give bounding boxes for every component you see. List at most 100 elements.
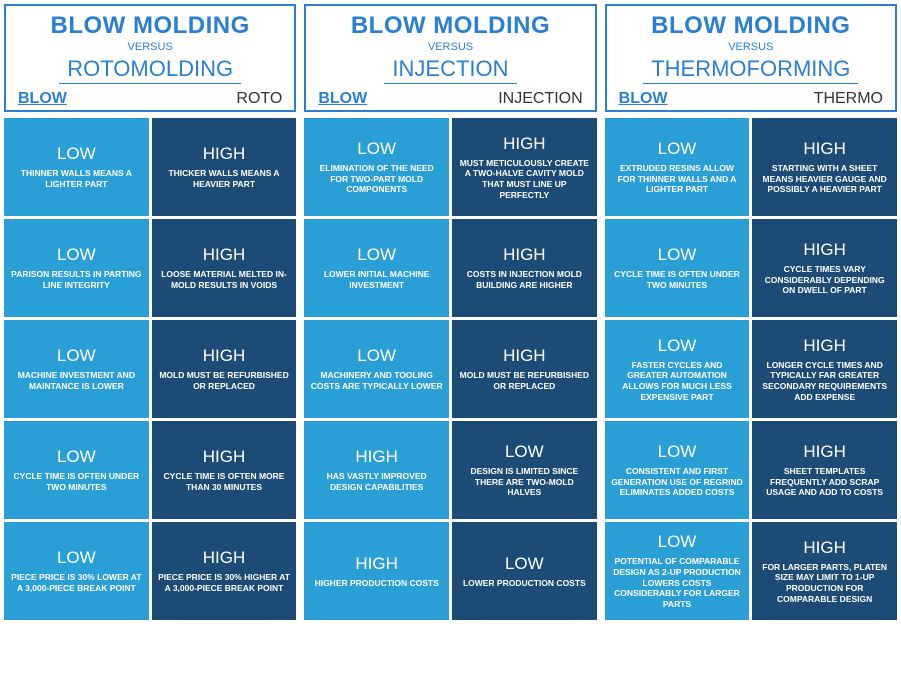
cell-level: LOW [658,139,697,159]
comparison-row: LOW EXTRUDED RESINS ALLOW FOR THINNER WAL… [605,118,897,216]
cell-level: HIGH [803,336,846,356]
panel-header: BLOW MOLDING VERSUS ROTOMOLDING BLOW ROT… [4,4,296,112]
cell-desc: MOLD MUST BE REFURBISHED OR REPLACED [458,370,591,391]
header-versus: VERSUS [10,41,290,53]
comparison-rows: LOWTHINNER WALLS MEANS A LIGHTER PART HI… [4,118,296,620]
cell-alt: HIGHPIECE PRICE IS 30% HIGHER AT A 3,000… [152,522,297,620]
cell-desc: CYCLE TIME IS OFTEN UNDER TWO MINUTES [611,269,744,290]
comparison-row: LOWLOWER INITIAL MACHINE INVESTMENT HIGH… [304,219,596,317]
cell-alt: HIGHLOOSE MATERIAL MELTED IN-MOLD RESULT… [152,219,297,317]
cell-desc: MACHINERY AND TOOLING COSTS ARE TYPICALL… [310,370,443,391]
cell-level: LOW [357,139,396,159]
cell-desc: POTENTIAL OF COMPARABLE DESIGN AS 2-UP P… [611,556,744,609]
cell-alt: HIGH MOLD MUST BE REFURBISHED OR REPLACED [452,320,597,418]
cell-alt: HIGH CYCLE TIME IS OFTEN MORE THAN 30 MIN… [152,421,297,519]
cell-desc: LONGER CYCLE TIMES AND TYPICALLY FAR GRE… [758,360,891,403]
col-label-blow: BLOW [611,90,751,108]
cell-level: HIGH [203,144,246,164]
cell-desc: THINNER WALLS MEANS A LIGHTER PART [10,168,143,189]
cell-alt: HIGH THICKER WALLS MEANS A HEAVIER PART [152,118,297,216]
cell-desc: HAS VASTLY IMPROVED DESIGN CAPABILITIES [310,471,443,492]
header-alt: THERMOFORMING [643,56,858,84]
col-label-alt: ROTO [150,90,290,108]
cell-desc: THICKER WALLS MEANS A HEAVIER PART [158,168,291,189]
cell-level: LOW [505,554,544,574]
cell-blow: LOW PIECE PRICE IS 30% LOWER AT A 3,000-P… [4,522,149,620]
panel-roto: BLOW MOLDING VERSUS ROTOMOLDING BLOW ROT… [4,4,296,620]
cell-blow: LOWCYCLE TIME IS OFTEN UNDER TWO MINUTES [605,219,750,317]
comparison-row: LOW MACHINE INVESTMENT AND MAINTANCE IS L… [4,320,296,418]
cell-alt: HIGH LONGER CYCLE TIMES AND TYPICALLY FAR… [752,320,897,418]
cell-alt: LOWDESIGN IS LIMITED SINCE THERE ARE TWO… [452,421,597,519]
cell-alt: LOW LOWER PRODUCTION COSTS [452,522,597,620]
cell-level: HIGH [203,447,246,467]
comparison-container: BLOW MOLDING VERSUS ROTOMOLDING BLOW ROT… [4,4,897,620]
cell-level: LOW [57,447,96,467]
comparison-rows: LOW ELIMINATION OF THE NEED FOR TWO-PART … [304,118,596,620]
header-versus: VERSUS [611,41,891,53]
header-alt: INJECTION [384,56,516,84]
col-label-alt: INJECTION [451,90,591,108]
cell-blow: LOW FASTER CYCLES AND GREATER AUTOMATION … [605,320,750,418]
cell-desc: CYCLE TIMES VARY CONSIDERABLY DEPENDING … [758,264,891,296]
cell-alt: HIGH SHEET TEMPLATES FREQUENTLY ADD SCRAP… [752,421,897,519]
cell-desc: HIGHER PRODUCTION COSTS [315,578,439,589]
cell-alt: HIGHCYCLE TIMES VARY CONSIDERABLY DEPEND… [752,219,897,317]
comparison-row: LOWCONSISTENT AND FIRST GENERATION USE O… [605,421,897,519]
cell-blow: LOWLOWER INITIAL MACHINE INVESTMENT [304,219,449,317]
cell-level: HIGH [203,548,246,568]
header-title: BLOW MOLDING [10,12,290,40]
cell-level: LOW [57,548,96,568]
cell-blow: LOWCYCLE TIME IS OFTEN UNDER TWO MINUTES [4,421,149,519]
cell-level: LOW [658,532,697,552]
cell-desc: STARTING WITH A SHEET MEANS HEAVIER GAUG… [758,163,891,195]
cell-desc: LOWER PRODUCTION COSTS [463,578,586,589]
cell-blow: HIGH HIGHER PRODUCTION COSTS [304,522,449,620]
comparison-row: LOW POTENTIAL OF COMPARABLE DESIGN AS 2-U… [605,522,897,620]
cell-level: LOW [57,346,96,366]
header-columns: BLOW INJECTION [310,90,590,108]
cell-level: HIGH [203,245,246,265]
comparison-row: HIGH HAS VASTLY IMPROVED DESIGN CAPABILIT… [304,421,596,519]
cell-blow: LOWPARISON RESULTS IN PARTING LINE INTEG… [4,219,149,317]
cell-desc: MOLD MUST BE REFURBISHED OR REPLACED [158,370,291,391]
cell-desc: CYCLE TIME IS OFTEN MORE THAN 30 MINUTES [158,471,291,492]
cell-level: HIGH [803,538,846,558]
cell-desc: CONSISTENT AND FIRST GENERATION USE OF R… [611,466,744,498]
cell-alt: HIGH MOLD MUST BE REFURBISHED OR REPLACED [152,320,297,418]
header-title: BLOW MOLDING [611,12,891,40]
cell-desc: ELIMINATION OF THE NEED FOR TWO-PART MOL… [310,163,443,195]
cell-desc: SHEET TEMPLATES FREQUENTLY ADD SCRAP USA… [758,466,891,498]
cell-level: LOW [658,336,697,356]
cell-desc: PIECE PRICE IS 30% LOWER AT A 3,000-PIEC… [10,572,143,593]
cell-desc: FASTER CYCLES AND GREATER AUTOMATION ALL… [611,360,744,403]
cell-level: HIGH [503,245,546,265]
header-title: BLOW MOLDING [310,12,590,40]
cell-alt: HIGHMUST METICULOUSLY CREATE A TWO-HALVE… [452,118,597,216]
comparison-row: LOW ELIMINATION OF THE NEED FOR TWO-PART … [304,118,596,216]
cell-desc: FOR LARGER PARTS, PLATEN SIZE MAY LIMIT … [758,562,891,605]
cell-level: LOW [505,442,544,462]
comparison-row: LOWPARISON RESULTS IN PARTING LINE INTEG… [4,219,296,317]
comparison-row: LOW PIECE PRICE IS 30% LOWER AT A 3,000-P… [4,522,296,620]
cell-desc: COSTS IN INJECTION MOLD BUILDING ARE HIG… [458,269,591,290]
cell-desc: MACHINE INVESTMENT AND MAINTANCE IS LOWE… [10,370,143,391]
cell-blow: HIGH HAS VASTLY IMPROVED DESIGN CAPABILIT… [304,421,449,519]
cell-desc: EXTRUDED RESINS ALLOW FOR THINNER WALLS … [611,163,744,195]
comparison-row: LOW FASTER CYCLES AND GREATER AUTOMATION … [605,320,897,418]
cell-level: HIGH [203,346,246,366]
cell-blow: LOW EXTRUDED RESINS ALLOW FOR THINNER WAL… [605,118,750,216]
cell-level: HIGH [355,554,398,574]
cell-blow: LOWTHINNER WALLS MEANS A LIGHTER PART [4,118,149,216]
cell-level: LOW [357,245,396,265]
cell-level: LOW [57,245,96,265]
col-label-alt: THERMO [751,90,891,108]
cell-blow: LOW ELIMINATION OF THE NEED FOR TWO-PART … [304,118,449,216]
cell-blow: LOWCONSISTENT AND FIRST GENERATION USE O… [605,421,750,519]
cell-level: HIGH [503,134,546,154]
cell-level: HIGH [503,346,546,366]
comparison-row: LOWCYCLE TIME IS OFTEN UNDER TWO MINUTES… [605,219,897,317]
cell-level: HIGH [803,442,846,462]
cell-level: HIGH [355,447,398,467]
cell-blow: LOWMACHINERY AND TOOLING COSTS ARE TYPIC… [304,320,449,418]
